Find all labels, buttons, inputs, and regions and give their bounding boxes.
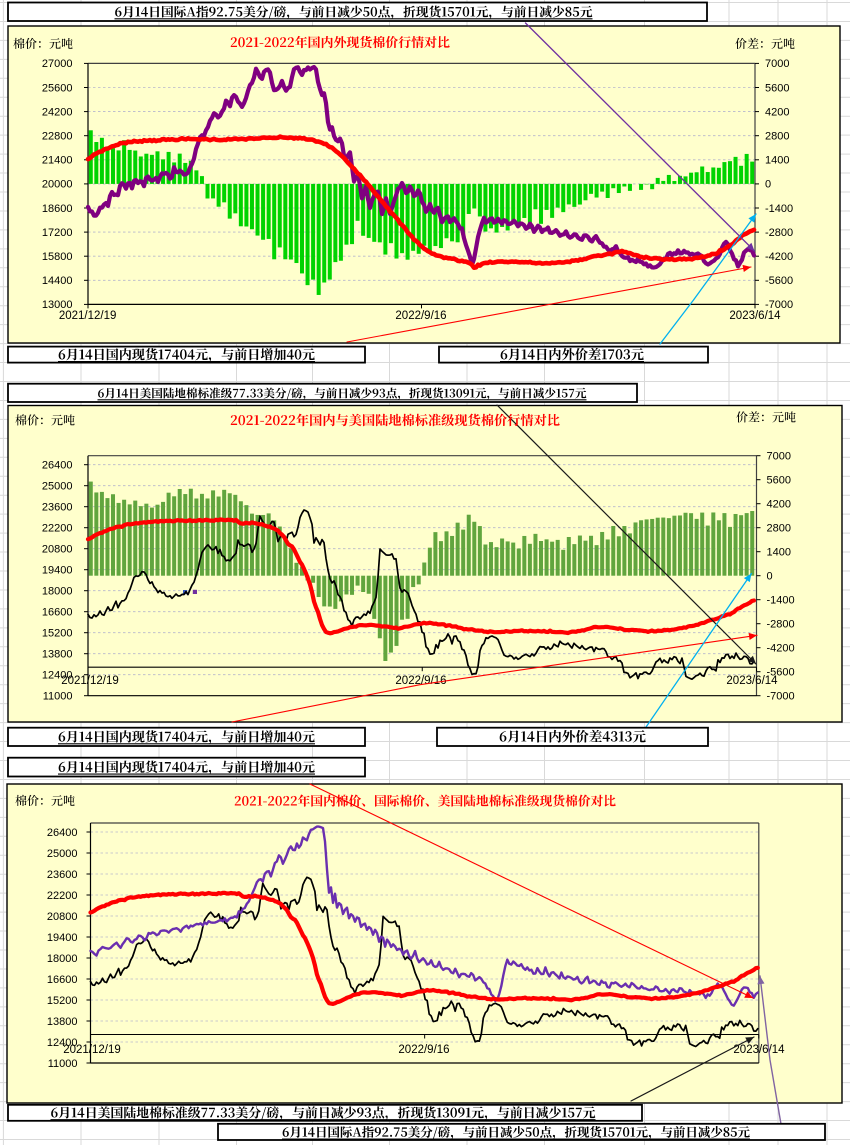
svg-text:12400: 12400 [47,1037,78,1049]
svg-text:26400: 26400 [42,460,73,472]
svg-text:1400: 1400 [767,547,791,559]
svg-text:5600: 5600 [767,475,791,487]
svg-text:22200: 22200 [42,523,73,535]
svg-text:15200: 15200 [47,995,78,1007]
svg-text:23600: 23600 [42,502,73,514]
svg-text:-1400: -1400 [767,595,795,607]
svg-text:25000: 25000 [42,481,73,493]
svg-text:2021/12/19: 2021/12/19 [59,310,117,322]
svg-text:18600: 18600 [42,203,73,215]
svg-text:23600: 23600 [47,869,78,881]
svg-text:-4200: -4200 [765,251,793,263]
svg-text:18000: 18000 [47,953,78,965]
svg-text:20800: 20800 [47,911,78,923]
svg-text:22800: 22800 [42,131,73,143]
svg-text:13800: 13800 [47,1016,78,1028]
svg-text:16600: 16600 [42,607,73,619]
svg-text:2022/9/16: 2022/9/16 [395,310,446,322]
svg-text:2021/12/19: 2021/12/19 [61,675,119,687]
svg-text:4200: 4200 [765,106,789,118]
svg-text:-5600: -5600 [767,667,795,679]
svg-text:7000: 7000 [767,451,791,463]
svg-text:2021/12/19: 2021/12/19 [63,1044,121,1056]
svg-text:22200: 22200 [47,890,78,902]
svg-text:7000: 7000 [765,58,789,70]
svg-text:-5600: -5600 [765,275,793,287]
svg-text:-7000: -7000 [767,691,795,703]
svg-text:2022/9/16: 2022/9/16 [398,1044,449,1056]
svg-text:-2800: -2800 [767,619,795,631]
svg-text:18000: 18000 [42,586,73,598]
svg-text:13000: 13000 [42,299,73,311]
svg-text:2022/9/16: 2022/9/16 [395,675,446,687]
svg-text:-1400: -1400 [765,203,793,215]
svg-text:1400: 1400 [765,155,789,167]
svg-text:25600: 25600 [42,82,73,94]
svg-text:-7000: -7000 [765,299,793,311]
svg-text:13800: 13800 [42,649,73,661]
svg-text:20000: 20000 [42,179,73,191]
svg-text:2800: 2800 [765,131,789,143]
svg-text:5600: 5600 [765,82,789,94]
svg-text:15800: 15800 [42,251,73,263]
svg-text:20800: 20800 [42,544,73,556]
svg-text:2023/6/14: 2023/6/14 [726,675,778,687]
svg-text:25000: 25000 [47,848,78,860]
svg-text:14400: 14400 [42,275,73,287]
svg-text:24200: 24200 [42,106,73,118]
svg-text:17200: 17200 [42,227,73,239]
svg-text:2023/6/14: 2023/6/14 [729,310,781,322]
svg-text:11000: 11000 [43,691,73,703]
svg-text:26400: 26400 [47,827,78,839]
svg-text:0: 0 [767,571,773,583]
svg-text:11000: 11000 [48,1058,78,1070]
svg-text:2800: 2800 [767,523,791,535]
svg-text:0: 0 [765,179,771,191]
svg-text:19400: 19400 [42,565,73,577]
svg-text:12400: 12400 [42,670,73,682]
svg-text:-2800: -2800 [765,227,793,239]
svg-text:15200: 15200 [42,628,73,640]
svg-text:19400: 19400 [47,932,78,944]
svg-text:4200: 4200 [767,499,791,511]
svg-text:2023/6/14: 2023/6/14 [733,1044,785,1056]
svg-text:27000: 27000 [42,58,73,70]
svg-text:16600: 16600 [47,974,78,986]
svg-text:-4200: -4200 [767,643,795,655]
svg-text:21400: 21400 [42,155,73,167]
